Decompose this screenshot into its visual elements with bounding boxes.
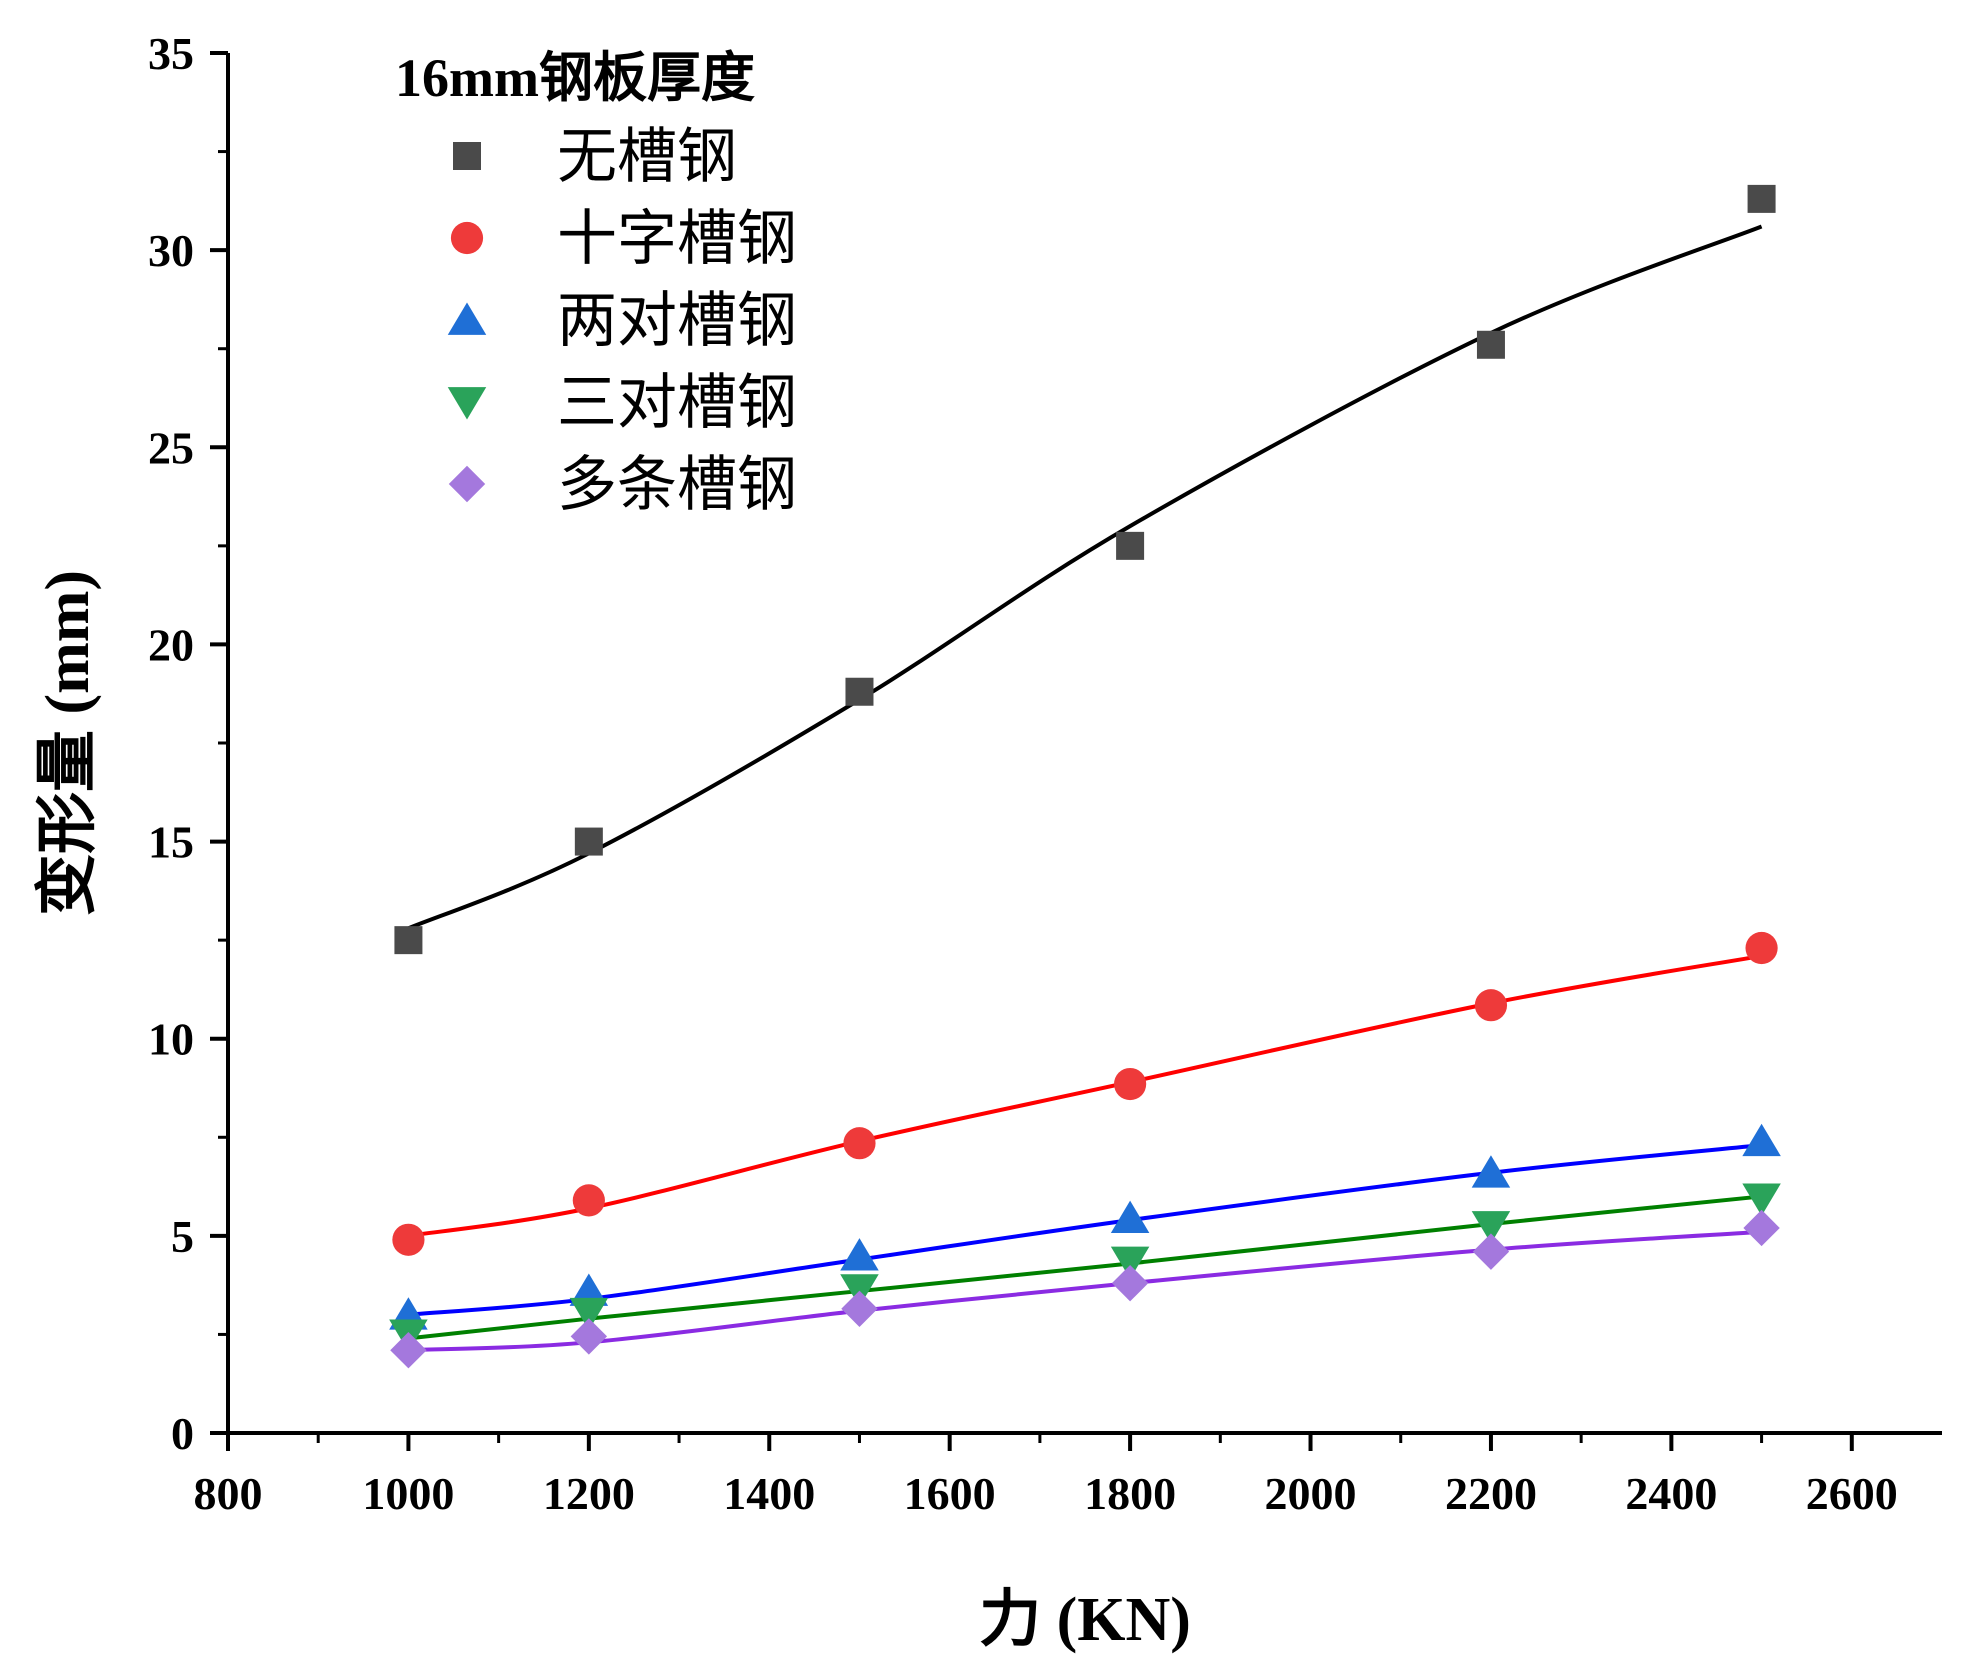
data-point xyxy=(843,1127,876,1160)
data-point xyxy=(394,926,423,955)
x-tick-label: 2400 xyxy=(1625,1468,1717,1519)
legend-label: 无槽钢 xyxy=(557,124,737,190)
y-tick-label: 35 xyxy=(148,28,194,79)
data-points xyxy=(389,184,1781,1369)
legend-label: 三对槽钢 xyxy=(557,370,797,436)
data-point xyxy=(1116,531,1145,560)
data-point xyxy=(569,1297,609,1331)
y-tick-label: 25 xyxy=(148,422,194,473)
x-tick-label: 1000 xyxy=(362,1468,454,1519)
x-tick-label: 2200 xyxy=(1445,1468,1537,1519)
data-point xyxy=(392,1223,425,1256)
fit-curve xyxy=(408,1194,1762,1341)
y-tick-label: 5 xyxy=(171,1211,194,1262)
legend-item: 两对槽钢 xyxy=(447,288,797,354)
data-point xyxy=(840,1238,879,1271)
legend-marker xyxy=(448,465,486,503)
legend-label: 两对槽钢 xyxy=(557,288,797,354)
data-point xyxy=(390,1332,427,1369)
data-point xyxy=(1747,184,1776,213)
axis-ticks xyxy=(210,51,1854,1451)
legend-marker xyxy=(453,142,481,170)
data-point xyxy=(1110,1246,1150,1279)
fit-curve xyxy=(408,1229,1762,1353)
fit-curve xyxy=(408,953,1762,1238)
x-tick-label: 2000 xyxy=(1265,1468,1357,1519)
y-tick-label: 0 xyxy=(171,1408,194,1459)
x-tick-label: 1400 xyxy=(723,1468,815,1519)
tick-labels: 800 1000 1200 1400 1600 1800 2000 2200 2400 2600 0… xyxy=(148,28,1898,1519)
data-point xyxy=(841,1290,878,1327)
legend-marker xyxy=(450,221,484,255)
data-point xyxy=(570,1318,608,1355)
data-point xyxy=(1474,989,1508,1022)
x-tick-label: 2600 xyxy=(1806,1468,1898,1519)
legend-item: 十字槽钢 xyxy=(450,206,797,272)
data-point xyxy=(574,827,603,856)
x-axis-title: 力 (KN) xyxy=(979,1586,1191,1654)
y-tick-label: 10 xyxy=(148,1014,194,1065)
data-point xyxy=(845,677,874,706)
legend-title: 16mm钢板厚度 xyxy=(395,48,755,108)
data-point xyxy=(840,1274,879,1307)
data-point xyxy=(1742,1183,1781,1216)
legend-label: 十字槽钢 xyxy=(557,206,797,272)
data-point xyxy=(1476,330,1505,359)
y-axis-title: 变形量 (mm) xyxy=(33,570,102,916)
y-tick-label: 15 xyxy=(148,817,194,868)
legend-label: 多条槽钢 xyxy=(557,452,797,518)
x-tick-label: 1600 xyxy=(904,1468,996,1519)
data-point xyxy=(1743,1209,1780,1247)
legend-item: 无槽钢 xyxy=(453,124,737,190)
x-tick-label: 800 xyxy=(194,1468,263,1519)
data-point xyxy=(1472,1233,1510,1270)
data-point xyxy=(1114,1067,1147,1101)
data-point xyxy=(1471,1155,1511,1188)
x-tick-label: 1800 xyxy=(1084,1468,1176,1519)
y-tick-label: 20 xyxy=(148,619,194,670)
y-tick-label: 30 xyxy=(148,225,194,276)
data-point xyxy=(1110,1200,1150,1233)
x-tick-label: 1200 xyxy=(543,1468,635,1519)
data-point xyxy=(1111,1264,1149,1302)
data-point xyxy=(572,1184,605,1217)
data-point xyxy=(569,1273,609,1306)
data-point xyxy=(1471,1211,1511,1244)
data-point xyxy=(1745,931,1778,965)
legend-marker xyxy=(447,302,487,335)
legend-marker xyxy=(447,387,487,420)
legend-item: 三对槽钢 xyxy=(447,370,797,436)
data-point xyxy=(1742,1123,1781,1157)
legend-item: 多条槽钢 xyxy=(448,452,797,518)
